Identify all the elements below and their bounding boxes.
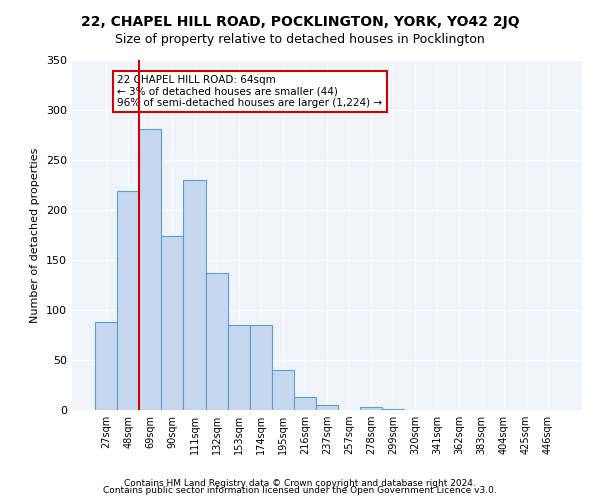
Bar xyxy=(360,407,382,410)
Text: Size of property relative to detached houses in Pocklington: Size of property relative to detached ho… xyxy=(115,32,485,46)
Bar xyxy=(294,397,316,410)
Bar xyxy=(95,322,117,410)
Text: 22, CHAPEL HILL ROAD, POCKLINGTON, YORK, YO42 2JQ: 22, CHAPEL HILL ROAD, POCKLINGTON, YORK,… xyxy=(80,15,520,29)
Text: Contains HM Land Registry data © Crown copyright and database right 2024.: Contains HM Land Registry data © Crown c… xyxy=(124,478,476,488)
Bar xyxy=(117,191,139,410)
Bar xyxy=(382,409,404,410)
Text: 22 CHAPEL HILL ROAD: 64sqm
← 3% of detached houses are smaller (44)
96% of semi-: 22 CHAPEL HILL ROAD: 64sqm ← 3% of detac… xyxy=(117,75,382,108)
Text: Contains public sector information licensed under the Open Government Licence v3: Contains public sector information licen… xyxy=(103,486,497,495)
Bar xyxy=(206,273,227,410)
Bar xyxy=(139,129,161,410)
Bar xyxy=(272,370,294,410)
Bar xyxy=(184,180,206,410)
Bar xyxy=(250,325,272,410)
Bar xyxy=(316,405,338,410)
Bar xyxy=(161,236,184,410)
Y-axis label: Number of detached properties: Number of detached properties xyxy=(31,148,40,322)
Bar xyxy=(227,325,250,410)
